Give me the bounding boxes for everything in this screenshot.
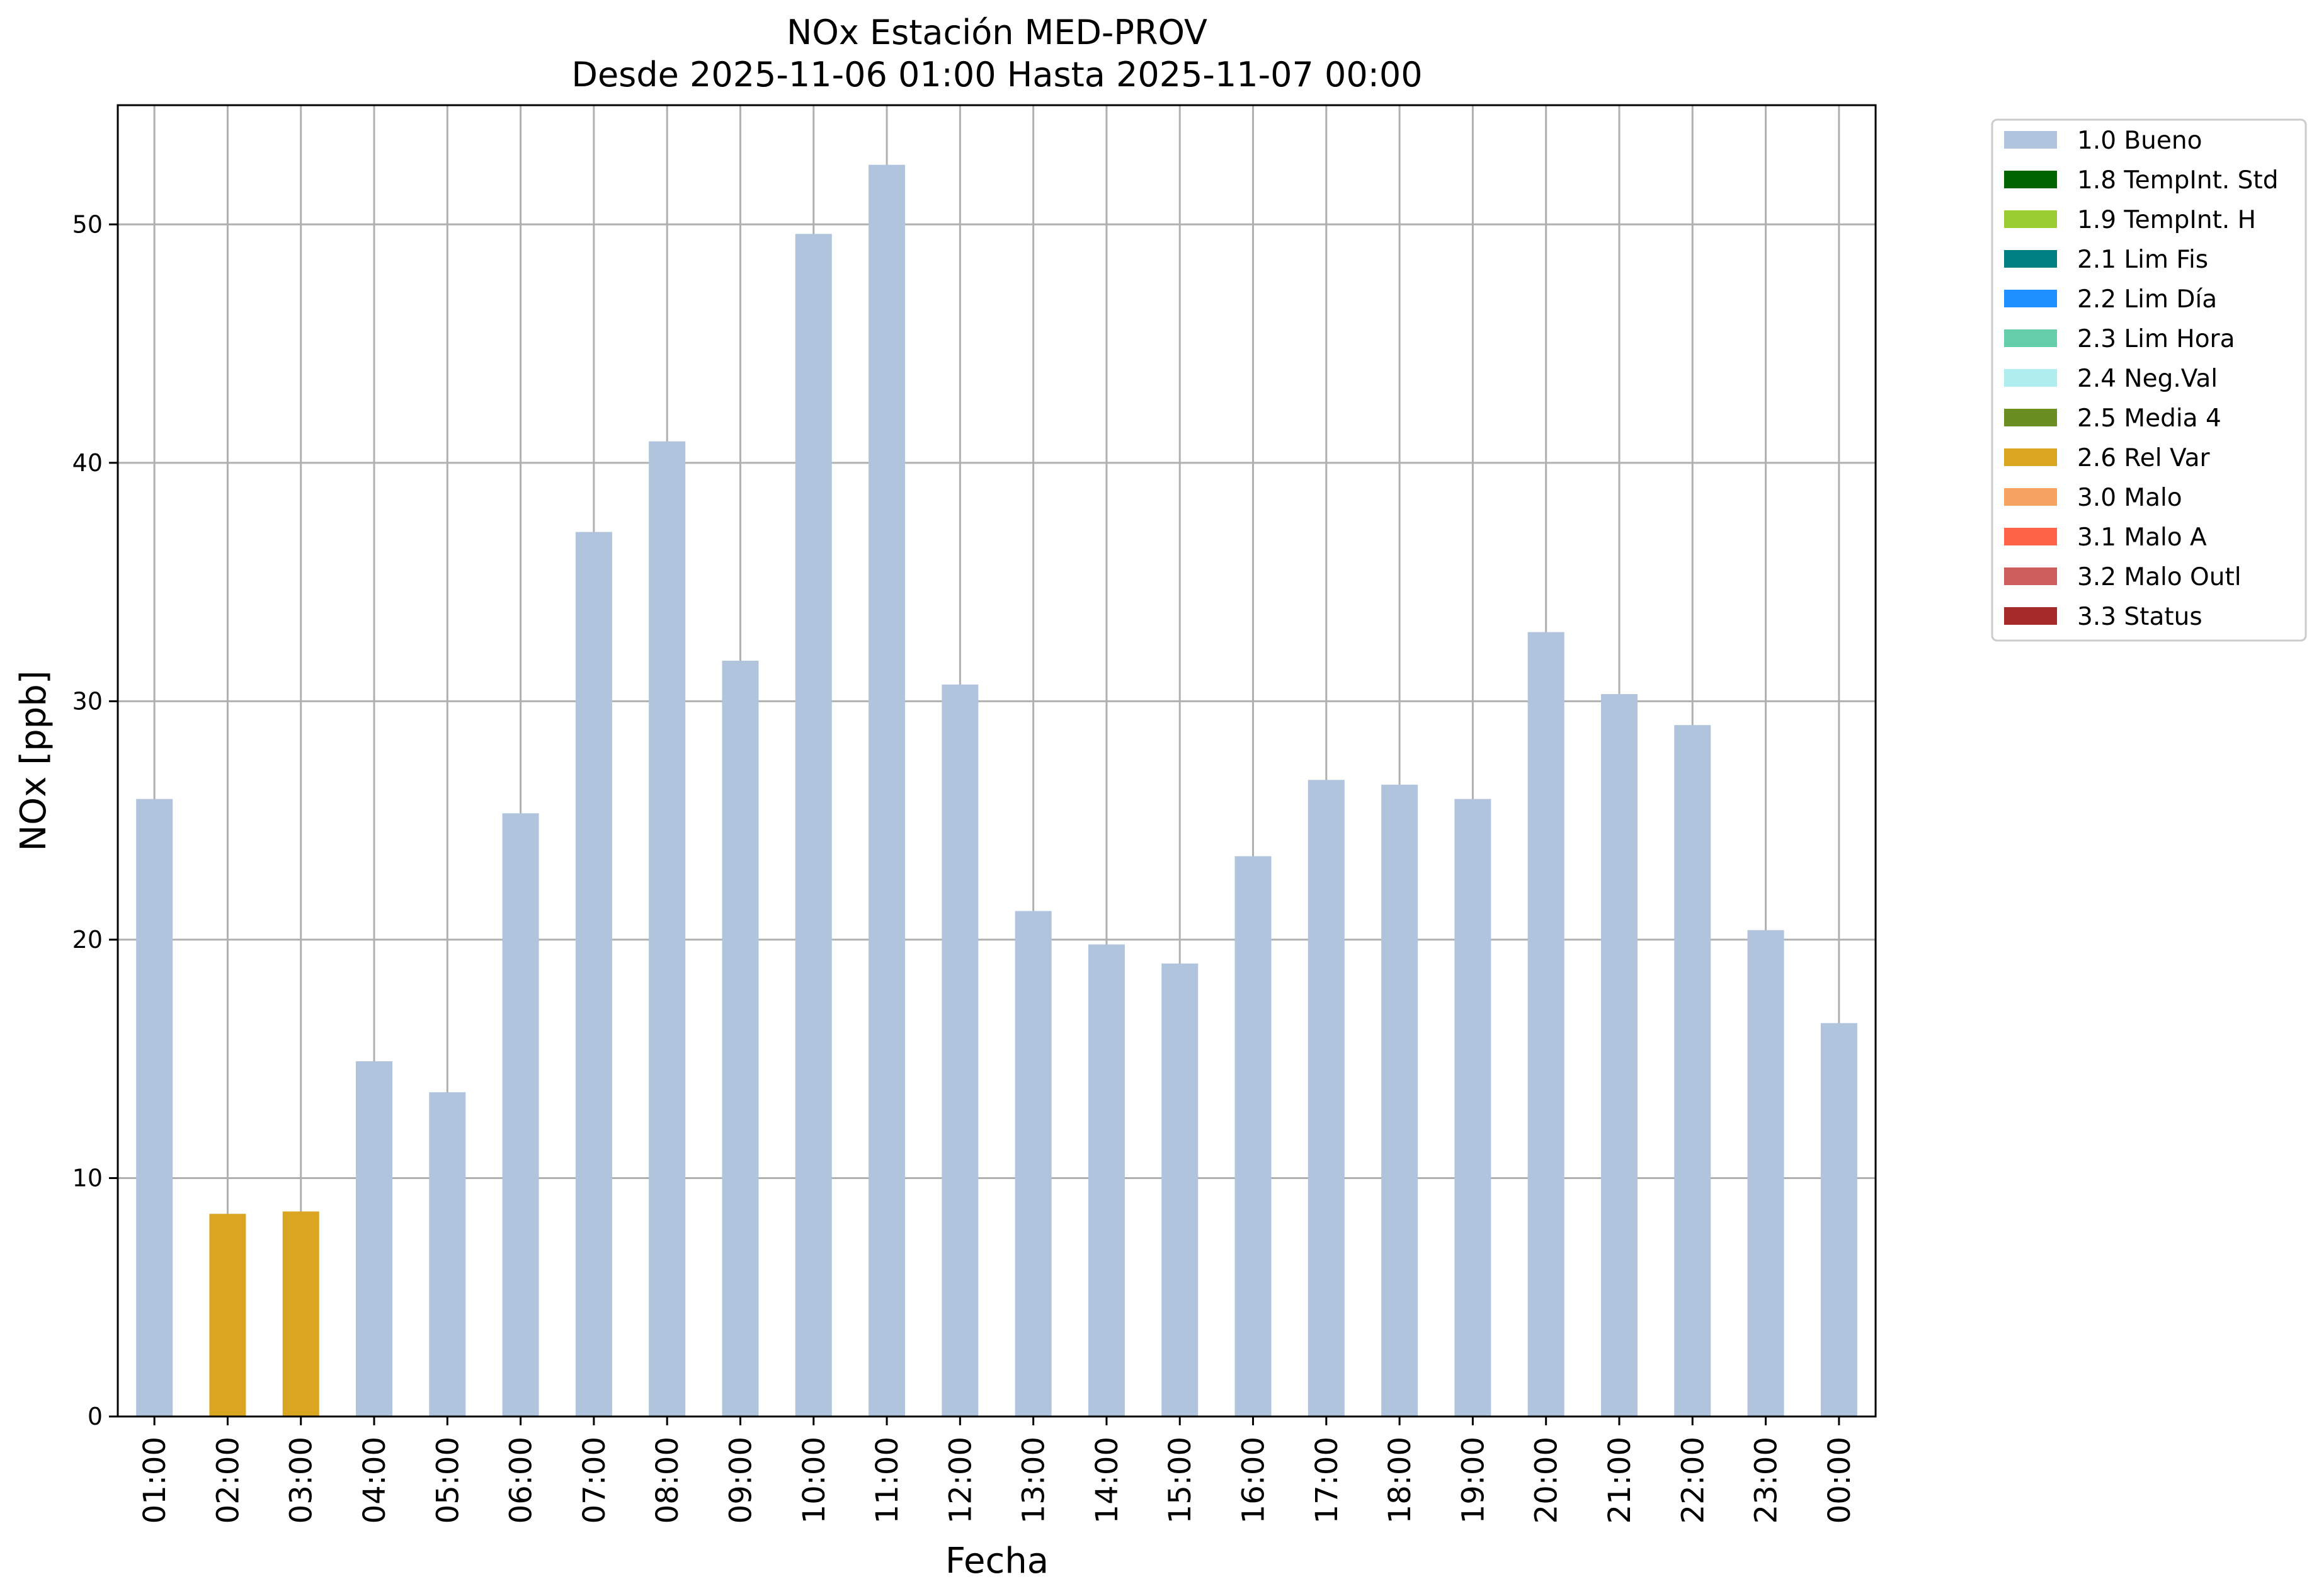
bar-21:00: [1600, 694, 1638, 1416]
legend-label: 3.0 Malo: [2077, 484, 2182, 512]
x-tick-label: 00:00: [1822, 1437, 1857, 1524]
x-tick-label: 09:00: [723, 1437, 758, 1524]
legend-swatch: [2004, 448, 2057, 466]
y-tick-label: 30: [72, 687, 103, 715]
x-tick-label: 02:00: [210, 1437, 246, 1524]
x-tick-label: 16:00: [1236, 1437, 1272, 1524]
legend-label: 2.5 Media 4: [2077, 404, 2221, 433]
x-tick-label: 20:00: [1529, 1437, 1564, 1524]
legend-label: 3.3 Status: [2077, 603, 2202, 631]
bar-14:00: [1088, 944, 1125, 1416]
x-tick-label: 03:00: [284, 1437, 319, 1524]
x-tick-label: 13:00: [1017, 1437, 1052, 1524]
bar-23:00: [1747, 930, 1784, 1416]
y-tick-label: 40: [72, 449, 103, 477]
bar-13:00: [1015, 911, 1052, 1416]
x-tick-label: 10:00: [797, 1437, 832, 1524]
bar-layer: [136, 164, 1857, 1417]
bar-01:00: [136, 799, 173, 1416]
bar-08:00: [649, 441, 686, 1417]
y-axis: 0 10 20 30 40 50: [72, 210, 118, 1430]
x-tick-label: 08:00: [650, 1437, 685, 1524]
legend-swatch: [2004, 250, 2057, 268]
y-tick-label: 10: [72, 1164, 103, 1192]
legend-label: 2.6 Rel Var: [2077, 444, 2211, 472]
bar-17:00: [1308, 780, 1345, 1416]
legend-swatch: [2004, 131, 2057, 149]
legend-label: 1.8 TempInt. Std: [2077, 166, 2278, 195]
bar-15:00: [1161, 963, 1199, 1416]
bar-02:00: [209, 1214, 246, 1416]
bar-19:00: [1454, 799, 1491, 1416]
y-axis-label: NOx [ppb]: [13, 670, 54, 851]
bar-05:00: [429, 1092, 466, 1416]
bar-04:00: [356, 1061, 393, 1416]
x-axis-label: Fecha: [945, 1541, 1049, 1582]
bar-16:00: [1234, 856, 1272, 1416]
legend-swatch: [2004, 567, 2057, 585]
legend-swatch: [2004, 171, 2057, 188]
x-tick-label: 01:00: [137, 1437, 173, 1524]
bar-07:00: [575, 532, 612, 1416]
bar-18:00: [1381, 784, 1418, 1416]
y-tick-label: 50: [72, 210, 103, 238]
x-tick-label: 06:00: [504, 1437, 539, 1524]
legend-label: 1.0 Bueno: [2077, 127, 2202, 155]
legend-swatch: [2004, 528, 2057, 545]
x-tick-label: 22:00: [1675, 1437, 1711, 1524]
x-axis: 01:00 02:00 03:00 04:00 05:00 06:00 07:00 08:00…: [137, 1416, 1857, 1524]
legend-label: 2.2 Lim Día: [2077, 285, 2217, 314]
y-tick-label: 20: [72, 926, 103, 954]
legend-swatch: [2004, 210, 2057, 228]
x-tick-label: 14:00: [1090, 1437, 1125, 1524]
bar-09:00: [722, 661, 759, 1416]
x-tick-label: 19:00: [1456, 1437, 1491, 1524]
legend-label: 2.1 Lim Fis: [2077, 246, 2208, 274]
x-tick-label: 17:00: [1309, 1437, 1345, 1524]
legend-swatch: [2004, 329, 2057, 347]
legend-label: 1.9 TempInt. H: [2077, 206, 2256, 234]
bar-22:00: [1674, 725, 1711, 1416]
bar-00:00: [1820, 1023, 1857, 1416]
legend-label: 3.2 Malo Outl: [2077, 563, 2242, 591]
x-tick-label: 05:00: [430, 1437, 465, 1524]
bar-10:00: [795, 234, 832, 1416]
legend-swatch: [2004, 488, 2057, 506]
x-tick-label: 07:00: [577, 1437, 612, 1524]
legend-label: 3.1 Malo A: [2077, 523, 2207, 552]
legend-label: 2.3 Lim Hora: [2077, 325, 2235, 353]
x-tick-label: 15:00: [1163, 1437, 1198, 1524]
legend-swatch: [2004, 290, 2057, 307]
bar-03:00: [282, 1211, 319, 1416]
legend-label: 2.4 Neg.Val: [2077, 365, 2218, 393]
x-tick-label: 23:00: [1749, 1437, 1784, 1524]
y-tick-label: 0: [88, 1403, 103, 1430]
legend-swatch: [2004, 607, 2057, 625]
x-tick-label: 04:00: [357, 1437, 392, 1524]
plot-area-frame: [117, 104, 1877, 1418]
bar-20:00: [1527, 632, 1564, 1416]
legend-swatch: [2004, 409, 2057, 426]
legend: 1.0 Bueno 1.8 TempInt. Std 1.9 TempInt. H 2…: [1991, 118, 2307, 642]
legend-items: 1.0 Bueno 1.8 TempInt. Std 1.9 TempInt. H 2…: [2004, 127, 2278, 631]
x-tick-label: 11:00: [870, 1437, 905, 1524]
bar-11:00: [869, 164, 906, 1416]
chart-subtitle: Desde 2025-11-06 01:00 Hasta 2025-11-07 …: [571, 55, 1422, 94]
legend-swatch: [2004, 369, 2057, 387]
x-tick-label: 12:00: [943, 1437, 978, 1524]
bar-06:00: [502, 813, 539, 1416]
x-tick-label: 21:00: [1602, 1437, 1638, 1524]
legend-box: [1991, 118, 2307, 642]
chart-title: NOx Estación MED-PROV: [787, 13, 1207, 52]
x-tick-label: 18:00: [1382, 1437, 1418, 1524]
bar-12:00: [942, 684, 979, 1416]
